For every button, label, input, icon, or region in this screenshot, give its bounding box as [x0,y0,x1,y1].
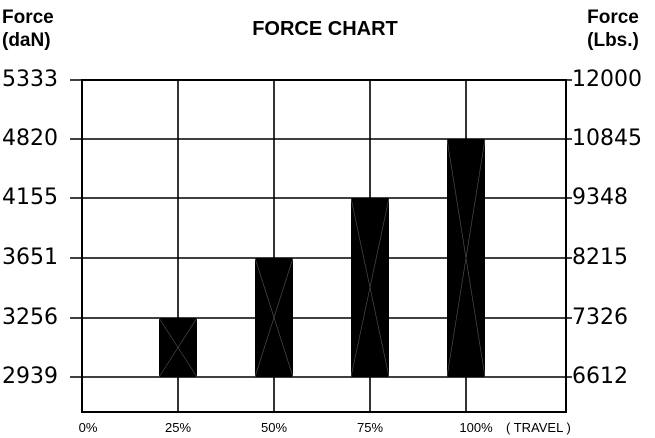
right-unit-line-1: Force [587,7,639,28]
x-tick-0%: 0% [78,420,98,435]
left-tick-4820: 4820 [2,126,58,151]
left-tick-2939: 2939 [2,364,58,389]
right-tick-10845: 10845 [572,126,642,151]
bar-cross-100% [446,138,486,378]
right-unit-line-2: (Lbs.) [587,30,639,51]
left-tick-3256: 3256 [2,305,58,330]
chart-title: FORCE CHART [252,18,398,40]
left-tick-4155: 4155 [2,185,58,210]
x-tick-25%: 25% [164,420,192,435]
x-tick-75%: 75% [356,420,384,435]
bar-cross-75% [350,197,390,378]
left-tick-3651: 3651 [2,245,58,270]
right-tick-9348: 9348 [572,185,628,210]
right-tick-12000: 12000 [572,67,642,92]
right-tick-6612: 6612 [572,364,628,389]
left-axis-unit-label: Force (daN) [2,6,54,52]
bar-cross-25% [158,317,198,378]
right-tick-7326: 7326 [572,305,628,330]
right-tick-8215: 8215 [572,245,628,270]
x-axis-label: ( TRAVEL ) [506,420,571,435]
right-axis-unit-label: Force (Lbs.) [578,6,648,52]
plot-frame [81,79,567,413]
left-unit-line-1: Force [2,7,54,28]
x-tick-50%: 50% [260,420,288,435]
left-tick-5333: 5333 [2,67,58,92]
bar-cross-50% [254,257,294,378]
x-tick-100%: 100% [459,420,493,435]
left-unit-line-2: (daN) [2,30,51,51]
